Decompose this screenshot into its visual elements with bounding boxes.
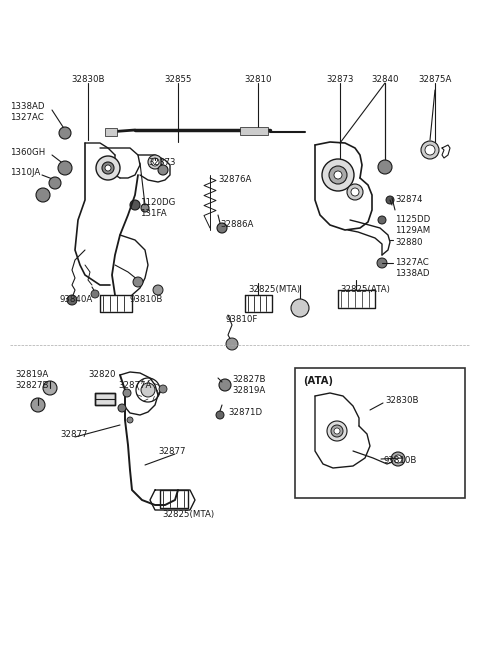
Circle shape [386,196,394,204]
Text: 32825(MTA): 32825(MTA) [248,285,300,294]
Circle shape [329,166,347,184]
Circle shape [331,425,343,437]
Circle shape [141,383,155,397]
Text: 32876A: 32876A [218,175,252,184]
Polygon shape [95,393,115,405]
Circle shape [217,223,227,233]
Text: 32827B: 32827B [15,381,48,390]
Text: 32873: 32873 [326,75,354,84]
Circle shape [31,398,45,412]
Circle shape [67,295,77,305]
Text: 32855: 32855 [164,75,192,84]
Text: (ATA): (ATA) [303,376,333,386]
Circle shape [148,155,162,169]
Text: 32825(MTA): 32825(MTA) [162,510,214,519]
Text: 93810B: 93810B [383,456,416,465]
Circle shape [158,165,168,175]
Text: 131FA: 131FA [140,209,167,218]
Circle shape [36,188,50,202]
Circle shape [378,216,386,224]
Text: 32827B: 32827B [232,375,265,384]
Text: 32874: 32874 [395,195,422,204]
Text: 1327AC: 1327AC [10,113,44,122]
Circle shape [391,452,405,466]
Text: 32810: 32810 [244,75,272,84]
Text: 93810F: 93810F [225,315,257,324]
Text: 32877: 32877 [158,447,185,456]
Text: 1125DD: 1125DD [395,215,430,224]
Circle shape [43,381,57,395]
Circle shape [347,184,363,200]
Circle shape [91,290,99,298]
Circle shape [378,160,392,174]
Bar [295,368,465,498]
Circle shape [141,204,149,212]
Circle shape [127,417,133,423]
Text: 1310JA: 1310JA [10,168,40,177]
Text: 32820: 32820 [88,370,116,379]
Circle shape [130,200,140,210]
Text: 32830B: 32830B [71,75,105,84]
Circle shape [327,421,347,441]
Text: 32830B: 32830B [385,396,419,405]
Text: 32840: 32840 [371,75,399,84]
Circle shape [334,428,340,434]
Text: 93810B: 93810B [130,295,163,304]
Text: 32877: 32877 [60,430,87,439]
Text: 1338AD: 1338AD [395,269,430,278]
Text: 32825(ATA): 32825(ATA) [340,285,390,294]
Bar [240,127,268,135]
Circle shape [96,156,120,180]
Circle shape [159,385,167,393]
Text: 32877A: 32877A [118,381,151,390]
Circle shape [118,404,126,412]
Circle shape [102,162,114,174]
Text: 32886A: 32886A [220,220,253,229]
Text: 32880: 32880 [395,238,422,247]
Circle shape [58,161,72,175]
Text: 1360GH: 1360GH [10,148,45,157]
Circle shape [291,299,309,317]
Circle shape [322,159,354,191]
Circle shape [133,277,143,287]
Text: 1327AC: 1327AC [395,258,429,267]
Circle shape [151,158,159,166]
Circle shape [105,165,111,171]
Circle shape [216,411,224,419]
Text: 1120DG: 1120DG [140,198,175,207]
Text: 1338AD: 1338AD [10,102,45,111]
Text: 32875A: 32875A [418,75,452,84]
Circle shape [377,258,387,268]
Bar [105,128,117,136]
Circle shape [226,338,238,350]
Text: 93840A: 93840A [60,295,93,304]
Text: 1129AM: 1129AM [395,226,430,235]
Circle shape [219,379,231,391]
Circle shape [425,145,435,155]
Circle shape [49,177,61,189]
Circle shape [59,127,71,139]
Text: 32819A: 32819A [232,386,265,395]
Text: 32873: 32873 [148,158,176,167]
Circle shape [421,141,439,159]
Circle shape [351,188,359,196]
Circle shape [123,389,131,397]
Text: 32819A: 32819A [15,370,48,379]
Circle shape [394,455,402,463]
Text: 32871D: 32871D [228,408,262,417]
Circle shape [334,171,342,179]
Circle shape [153,285,163,295]
